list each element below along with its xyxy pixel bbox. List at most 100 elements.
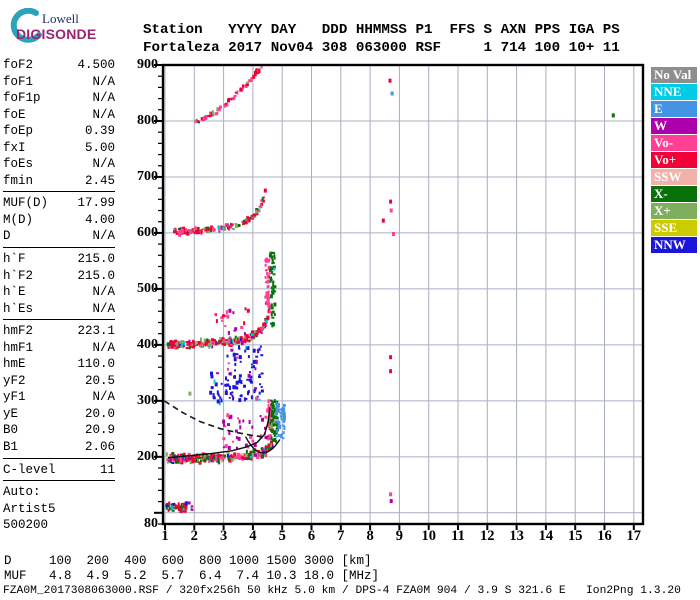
param-value: 223.1 [77, 324, 115, 339]
param-value: N/A [92, 340, 115, 355]
param-row: foF1 N/A [3, 74, 115, 91]
trace-2nd-tip-pink [264, 257, 272, 314]
logo-lowell-text: Lowell [42, 11, 79, 26]
param-label: fxI [3, 140, 26, 155]
param-value: N/A [92, 91, 115, 106]
footer-line: FZA0M_2017308063000.RSF / 320fx256h 50 k… [3, 585, 681, 597]
param-value: 110.0 [77, 357, 115, 372]
y-tick-label-800: 800 [137, 112, 158, 128]
param-row: hmF1 N/A [3, 340, 115, 357]
legend-item-e: E [651, 101, 697, 117]
legend-item-ssw: SSW [651, 169, 697, 185]
param-value: 4.500 [77, 58, 115, 72]
param-row: MUF(D) 17.99 [3, 195, 115, 212]
calculated-profile-dashed-line [163, 400, 262, 438]
header-fields-line: Station YYYY DAY DDD HHMMSS P1 FFS S AXN… [143, 22, 620, 38]
true-height-profile-line [167, 407, 271, 459]
axis-ticks [154, 64, 635, 530]
param-label: M(D) [3, 212, 34, 227]
trace-2nd-tip-green [268, 251, 277, 328]
trace-tip-E-cluster [275, 402, 286, 440]
x-tick-label-14: 14 [538, 528, 554, 544]
param-row: foF2 4.500 [3, 57, 115, 74]
param-value: N/A [92, 285, 115, 300]
x-tick-label-10: 10 [421, 528, 436, 544]
param-label: h`E [3, 285, 26, 300]
x-tick-label-17: 17 [626, 528, 642, 544]
param-value: 17.99 [77, 196, 115, 211]
x-tick-label-9: 9 [395, 528, 404, 544]
param-label: MUF(D) [3, 196, 49, 211]
y-tick-label-80: 80 [144, 516, 158, 531]
y-tick-label-200: 200 [137, 448, 158, 464]
trace-Es-cluster [165, 501, 194, 513]
legend-item-x+: X+ [651, 203, 697, 219]
param-value: 4.00 [84, 212, 115, 227]
legend-item-nnw: NNW [651, 237, 697, 253]
legend-item-sse: SSE [651, 220, 697, 236]
param-divider [3, 480, 115, 482]
param-label: yF2 [3, 373, 26, 388]
param-row: Auto: [3, 484, 115, 501]
trace-F-echo-2nd-hop [166, 305, 271, 350]
x-tick-label-16: 16 [597, 528, 612, 544]
param-label: foF1p [3, 91, 41, 106]
param-row: hmF2 223.1 [3, 323, 115, 340]
param-value: 20.9 [84, 423, 115, 438]
x-tick-label-7: 7 [337, 528, 345, 544]
param-row: foE N/A [3, 107, 115, 124]
param-label: hmF1 [3, 340, 34, 355]
legend-item-noval: No Val [651, 67, 697, 83]
param-label: h`Es [3, 301, 34, 316]
param-label: foEp [3, 124, 34, 139]
param-row: D N/A [3, 228, 115, 245]
param-value: 215.0 [77, 252, 115, 267]
param-value: 2.06 [84, 440, 115, 455]
param-value: N/A [92, 107, 115, 122]
param-row: fmin 2.45 [3, 173, 115, 190]
x-tick-label-5: 5 [278, 528, 286, 544]
param-label: foEs [3, 157, 34, 172]
trace-F-echo-4th-hop [194, 64, 263, 124]
muf-row: MUF 4.8 4.9 5.2 5.7 6.4 7.4 10.3 18.0 [M… [4, 569, 380, 583]
doppler-direction-legend: No Val NNE E W Vo- Vo+ SSW X- X+ SSE NNW [651, 67, 697, 254]
param-value: 20.0 [84, 406, 115, 421]
y-tick-label-900: 900 [137, 57, 158, 72]
param-value: 5.00 [84, 140, 115, 155]
x-tick-label-8: 8 [366, 528, 374, 544]
logo-arc-icon [10, 8, 42, 43]
param-label: fmin [3, 173, 34, 188]
param-row: yF1 N/A [3, 389, 115, 406]
param-value: 2.45 [84, 173, 115, 188]
x-tick-label-13: 13 [509, 528, 524, 544]
legend-item-x-: X- [651, 186, 697, 202]
x-tick-label-4: 4 [249, 528, 257, 544]
param-row: B1 2.06 [3, 439, 115, 456]
param-label: B1 [3, 440, 19, 455]
d-distance-row: D 100 200 400 600 800 1000 1500 3000 [km… [4, 554, 372, 568]
param-value: 0.39 [84, 124, 115, 139]
param-row: Artist5 [3, 501, 115, 518]
grid-lines [163, 64, 643, 524]
x-tick-label-3: 3 [219, 528, 228, 544]
param-row: h`F 215.0 [3, 251, 115, 268]
param-label: C-level [3, 462, 56, 477]
param-value: 11 [99, 462, 115, 477]
param-value: N/A [92, 74, 115, 89]
param-value: N/A [92, 301, 115, 316]
param-divider [3, 191, 115, 193]
param-label: Auto: [3, 485, 41, 500]
legend-item-vo-: Vo- [651, 135, 697, 151]
param-label: foF1 [3, 74, 34, 89]
param-label: hmE [3, 357, 26, 372]
legend-item-nne: NNE [651, 84, 697, 100]
isolated-echo-points [188, 78, 615, 504]
param-row: foEs N/A [3, 156, 115, 173]
plot-border [161, 63, 645, 526]
param-divider [3, 319, 115, 321]
trace-NNW-scatter-left [209, 371, 232, 406]
ionogram-canvas [154, 63, 645, 530]
param-label: Artist5 [3, 501, 56, 516]
param-row: h`F2 215.0 [3, 268, 115, 285]
header-values-line: Fortaleza 2017 Nov04 308 063000 RSF 1 71… [143, 40, 620, 56]
